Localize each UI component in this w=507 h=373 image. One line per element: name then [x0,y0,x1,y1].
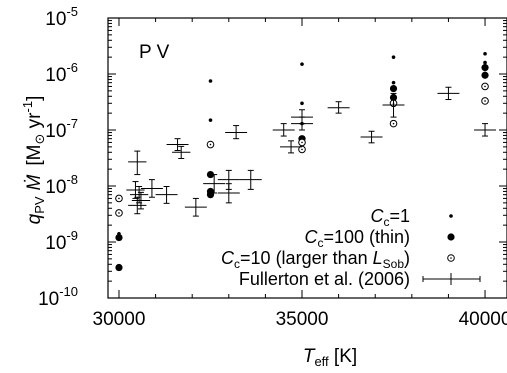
y-tick-labels: 10-10 10-9 10-8 10-7 10-6 10-5 [38,4,78,310]
point-cc100 [115,263,123,272]
y-tick-label: 10-6 [45,60,78,86]
legend-entry-fullerton: Fullerton et al. (2006) [239,269,481,289]
point-cc1 [300,101,304,106]
point-cc1 [208,79,213,83]
y-tick-label: 10-8 [45,172,78,198]
y-tick-label: 10-9 [45,228,78,254]
legend: Cc=1 Cc=100 (thin) Cc=10 (larger than LS… [221,206,481,289]
point-cc10-center [484,100,486,102]
point-cc10-center [392,122,395,125]
x-axis-label: Teff [K] [303,346,357,369]
point-cc1 [391,55,396,59]
panel-label: P V [139,42,170,63]
point-cc10-center [118,212,120,214]
point-cc1 [208,118,213,122]
point-cc100 [115,233,123,242]
y-axis-label: qPVṀ[M⊙ yr-1] [20,96,47,225]
point-cc10-center [118,197,120,200]
point-cc10-center [209,143,212,146]
legend-label-cc100: Cc=100 (thin) [304,227,410,250]
point-cc100 [389,84,398,93]
x-tick-label: 35000 [276,309,329,330]
data-marks [115,51,497,272]
legend-label-cc1: Cc=1 [370,206,410,229]
point-cc1 [391,80,396,85]
point-cc100 [481,64,489,72]
point-cc10-center [301,141,303,144]
plot-frame [107,17,507,299]
y-tick-label: 10-7 [45,116,78,142]
y-tick-label: 10-10 [38,284,78,310]
x-tick-label: 30000 [93,309,146,330]
legend-entry-cc10: Cc=10 (larger than LSob) [221,248,455,271]
legend-label-fullerton: Fullerton et al. (2006) [239,269,410,289]
point-cc1 [483,51,487,56]
x-tick-label: 40000 [459,309,507,330]
point-cc100 [206,191,215,199]
x-tick-labels: 30000 35000 40000 [93,309,507,330]
point-cc100 [206,170,215,179]
y-tick-label: 10-5 [45,4,78,30]
point-cc1 [483,60,487,65]
axis-ticks [108,17,507,299]
legend-label-cc10: Cc=10 (larger than LSob) [221,248,410,271]
point-cc10-center [484,85,486,88]
legend-marker-cc100 [447,233,455,241]
point-cc1 [300,62,304,66]
legend-entry-cc1: Cc=1 [370,206,453,229]
point-cc100 [481,71,489,79]
legend-marker-cc10-center [450,257,452,259]
legend-entry-cc100: Cc=100 (thin) [304,227,455,250]
point-cc10-center [301,148,303,151]
legend-marker-cc1 [449,214,453,218]
